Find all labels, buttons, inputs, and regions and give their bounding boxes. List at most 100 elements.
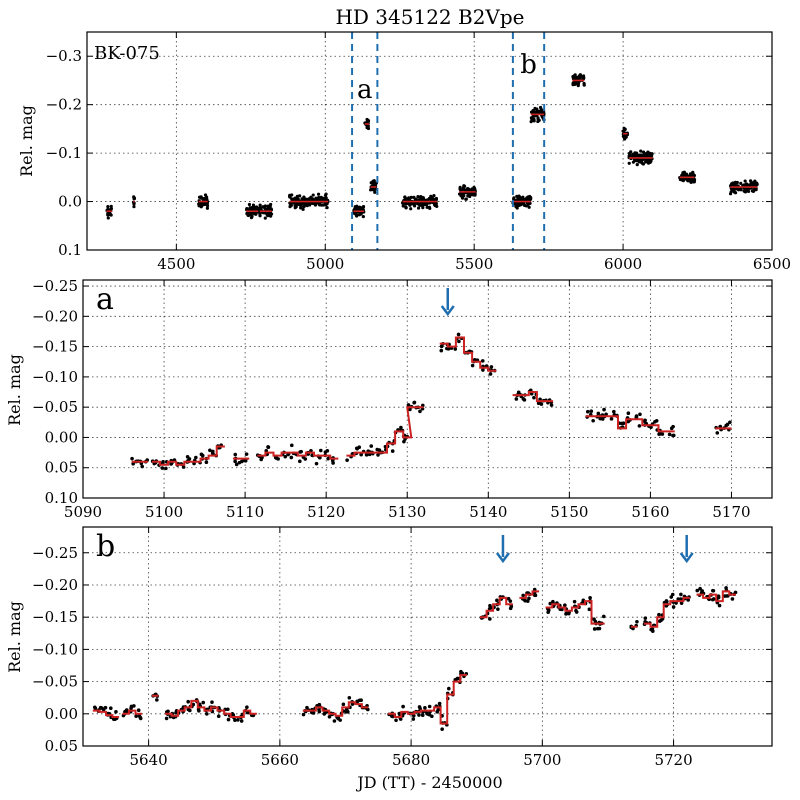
data-point — [430, 714, 434, 719]
data-point — [432, 194, 436, 198]
data-point — [711, 588, 715, 593]
data-point — [130, 456, 134, 461]
data-point — [216, 714, 221, 718]
x-tick-label: 5110 — [226, 503, 264, 521]
data-point — [637, 153, 641, 157]
data-point — [523, 197, 527, 201]
data-point — [631, 153, 635, 157]
data-marks — [105, 73, 759, 220]
data-point — [648, 160, 652, 165]
grid-lines — [83, 527, 772, 746]
data-point — [532, 395, 536, 400]
data-point — [318, 448, 323, 453]
data-point — [446, 346, 451, 351]
data-point — [355, 214, 359, 218]
data-point — [409, 195, 413, 199]
y-tick-label: −0.10 — [32, 640, 78, 658]
plot-frame — [82, 279, 773, 499]
data-point — [164, 716, 169, 721]
data-point — [462, 194, 466, 198]
data-point — [753, 179, 757, 183]
data-point — [640, 158, 645, 162]
data-point — [458, 185, 462, 189]
data-point — [345, 458, 349, 462]
x-tick-label: 5500 — [455, 255, 493, 273]
data-point — [359, 452, 363, 457]
data-point — [472, 186, 477, 190]
data-point — [114, 709, 118, 714]
data-point — [246, 213, 251, 218]
data-point — [730, 182, 734, 186]
data-point — [411, 717, 416, 721]
data-point — [245, 710, 250, 715]
data-point — [464, 197, 468, 201]
data-point — [572, 74, 576, 78]
data-point — [674, 601, 678, 605]
data-point — [266, 445, 271, 450]
data-point — [314, 461, 319, 466]
data-point — [113, 717, 117, 721]
data-point — [457, 339, 461, 344]
x-tick-label: 5660 — [261, 751, 299, 769]
data-point — [433, 203, 437, 207]
data-point — [488, 372, 493, 376]
data-point — [621, 129, 625, 133]
data-point — [390, 449, 395, 453]
figure-title: HD 345122 B2Vpe — [335, 5, 524, 29]
data-point — [649, 627, 653, 632]
data-point — [347, 695, 352, 700]
data-point — [288, 204, 292, 209]
data-point — [679, 592, 683, 597]
x-tick-label: 5000 — [306, 255, 344, 273]
data-point — [521, 593, 525, 598]
data-point — [369, 444, 374, 448]
data-point — [203, 198, 207, 202]
data-point — [134, 714, 138, 718]
data-point — [447, 686, 451, 691]
y-tick-label: 0.10 — [45, 489, 78, 507]
data-point — [357, 445, 362, 450]
data-point — [679, 601, 684, 605]
data-point — [354, 207, 358, 211]
data-point — [301, 712, 306, 717]
x-tick-label: 5150 — [550, 503, 588, 521]
data-point — [676, 597, 681, 601]
data-point — [637, 158, 641, 162]
data-point — [691, 170, 695, 174]
x-tick-label: 5160 — [631, 503, 669, 521]
data-point — [745, 189, 749, 193]
data-point — [654, 418, 659, 423]
data-point — [346, 709, 350, 714]
data-point — [643, 616, 648, 620]
data-point — [109, 213, 113, 217]
data-point — [717, 603, 722, 608]
binned-mean-line — [92, 590, 736, 725]
data-point — [301, 207, 305, 211]
data-point — [233, 452, 238, 457]
data-point — [243, 459, 248, 463]
data-point — [686, 598, 690, 602]
data-point — [591, 418, 595, 423]
data-point — [587, 607, 592, 612]
x-tick-label: 5170 — [712, 503, 750, 521]
data-point — [404, 206, 408, 210]
data-point — [420, 197, 424, 202]
binned-mean-line — [131, 336, 732, 466]
data-point — [252, 212, 256, 216]
data-point — [377, 448, 382, 452]
data-point — [239, 459, 244, 464]
data-point — [628, 153, 632, 157]
data-point — [427, 704, 432, 709]
data-point — [638, 412, 642, 417]
data-point — [132, 196, 137, 200]
data-point — [515, 194, 519, 198]
data-point — [585, 409, 590, 414]
data-point — [296, 197, 300, 201]
x-tick-label: 5100 — [145, 503, 183, 521]
data-point — [420, 713, 425, 718]
data-marks — [130, 332, 732, 471]
x-tick-label: 6000 — [604, 255, 642, 273]
y-tick-label: −0.05 — [32, 673, 78, 691]
data-point — [247, 202, 252, 207]
data-point — [258, 214, 262, 218]
